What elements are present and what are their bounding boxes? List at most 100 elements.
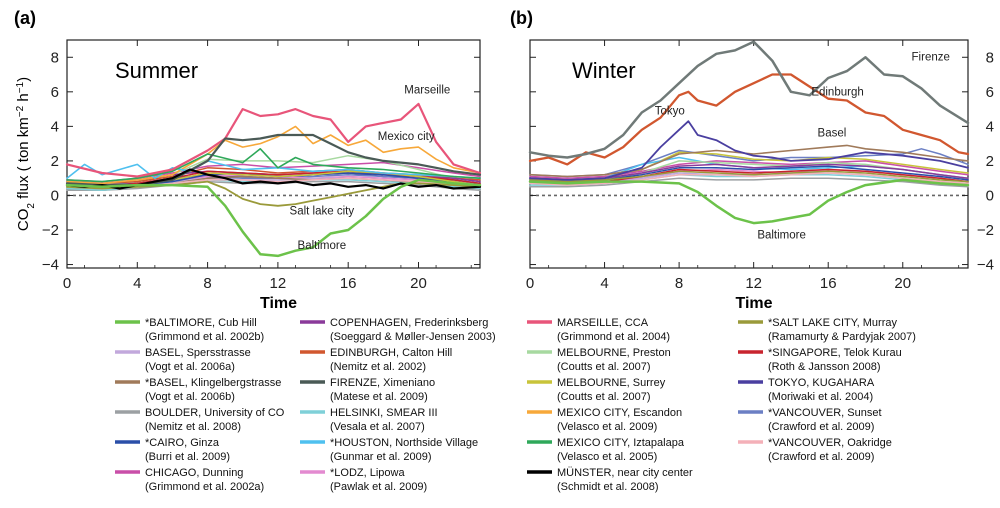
legend-item-boulder-university-of-co: BOULDER, University of CO (Nemitz et al. … bbox=[115, 407, 285, 433]
legend-ref: (Nemitz et al. 2008) bbox=[145, 421, 241, 433]
legend-ref: (Vesala et al. 2007) bbox=[330, 421, 425, 433]
y-tick-label: 2 bbox=[986, 153, 994, 170]
y-tick-label: 8 bbox=[51, 49, 59, 66]
x-tick-label: 12 bbox=[270, 275, 287, 292]
x-tick-label: 0 bbox=[526, 275, 534, 292]
x-tick-label: 0 bbox=[63, 275, 71, 292]
legend-ref: (Schmidt et al. 2008) bbox=[557, 481, 659, 493]
legend-name: *VANCOUVER, Sunset bbox=[768, 407, 882, 419]
legend-item-salt-lake-city-murray: *SALT LAKE CITY, Murray (Ramamurty & Pard… bbox=[738, 317, 916, 343]
legend-item-helsinki-smear-iii: HELSINKI, SMEAR III (Vesala et al. 2007) bbox=[300, 407, 438, 433]
y-tick-label: 0 bbox=[51, 187, 59, 204]
legend-name: HELSINKI, SMEAR III bbox=[330, 407, 438, 419]
legend-item-baltimore-cub-hill: *BALTIMORE, Cub Hill (Grimmond et al. 200… bbox=[115, 317, 264, 343]
panel-a-summer: 0 4 8 12 16 20 −4 −2 0 2 4 6 8 Marseille Mexico city Sa… bbox=[14, 8, 482, 312]
x-axis-title: Time bbox=[260, 295, 297, 312]
y-tick-label: 0 bbox=[986, 187, 994, 204]
legend-ref: (Burri et al. 2009) bbox=[145, 451, 230, 463]
legend-item-copenhagen-frederinksberg: COPENHAGEN, Frederinksberg (Soeggard & Mø… bbox=[300, 317, 496, 343]
x-tick-label: 4 bbox=[133, 275, 141, 292]
legend-ref: (Roth & Jansson 2008) bbox=[768, 361, 881, 373]
y-axis-title: CO2 flux ( ton km−2 h−1) bbox=[15, 77, 37, 231]
legend-item-m-nster-near-city-center: MÜNSTER, near city center (Schmidt et al.… bbox=[527, 467, 693, 493]
x-tick-label: 12 bbox=[745, 275, 762, 292]
legend-name: *HOUSTON, Northside Village bbox=[330, 437, 478, 449]
legend: *BALTIMORE, Cub Hill (Grimmond et al. 200… bbox=[115, 317, 916, 493]
series-line-vancouver-sunset bbox=[529, 148, 969, 178]
panel-label: (b) bbox=[510, 8, 533, 28]
series-line-chicago-dunning bbox=[529, 160, 969, 179]
legend-item-mexico-city-escandon: MEXICO CITY, Escandon (Velasco et al. 200… bbox=[527, 407, 682, 433]
y-tick-label: 8 bbox=[986, 49, 994, 66]
legend-ref: (Moriwaki et al. 2004) bbox=[768, 391, 873, 403]
legend-name: TOKYO, KUGAHARA bbox=[768, 377, 875, 389]
legend-ref: (Grimmond et al. 2002b) bbox=[145, 331, 264, 343]
series-line-tokyo-kugahara bbox=[529, 120, 969, 181]
legend-item-basel-klingelbergstrasse: *BASEL, Klingelbergstrasse (Vogt et al. 2… bbox=[115, 377, 281, 403]
panel-label: (a) bbox=[14, 8, 36, 28]
city-annotation: Firenze bbox=[912, 52, 950, 64]
legend-name: FIRENZE, Ximeniano bbox=[330, 377, 435, 389]
x-tick-label: 20 bbox=[410, 275, 427, 292]
legend-ref: (Coutts et al. 2007) bbox=[557, 361, 651, 373]
legend-name: *BALTIMORE, Cub Hill bbox=[145, 317, 257, 329]
city-annotation: Basel bbox=[818, 128, 847, 140]
legend-item-mexico-city-iztapalapa: MEXICO CITY, Iztapalapa (Velasco et al. 2… bbox=[527, 437, 685, 463]
legend-ref: (Matese et al. 2009) bbox=[330, 391, 428, 403]
legend-ref: (Pawlak et al. 2009) bbox=[330, 481, 427, 493]
legend-name: *SINGAPORE, Telok Kurau bbox=[768, 347, 902, 359]
legend-ref: (Crawford et al. 2009) bbox=[768, 451, 874, 463]
y-tick-label: 6 bbox=[51, 84, 59, 101]
series-line-firenze-ximeniano bbox=[65, 133, 482, 187]
series-line-firenze-ximeniano bbox=[528, 40, 970, 159]
legend-item-cairo-ginza: *CAIRO, Ginza (Burri et al. 2009) bbox=[115, 437, 230, 463]
series-line-baltimore-cub-hill bbox=[65, 178, 482, 258]
series-line-boulder-university-of-co bbox=[529, 177, 969, 188]
legend-ref: (Nemitz et al. 2002) bbox=[330, 361, 426, 373]
city-annotation: Salt lake city bbox=[290, 205, 355, 217]
y-tick-label: 4 bbox=[51, 118, 59, 135]
legend-name: BOULDER, University of CO bbox=[145, 407, 285, 419]
series-line-vancouver-oakridge bbox=[529, 172, 969, 186]
legend-item-firenze-ximeniano: FIRENZE, Ximeniano (Matese et al. 2009) bbox=[300, 377, 435, 403]
x-tick-label: 8 bbox=[675, 275, 683, 292]
x-axis-title: Time bbox=[735, 295, 772, 312]
legend-item-marseille-cca: MARSEILLE, CCA (Grimmond et al. 2004) bbox=[527, 317, 670, 343]
legend-name: COPENHAGEN, Frederinksberg bbox=[330, 317, 488, 329]
legend-ref: (Coutts et al. 2007) bbox=[557, 391, 651, 403]
season-title: Winter bbox=[572, 58, 636, 83]
y-tick-label: −2 bbox=[42, 222, 59, 239]
x-tick-label: 16 bbox=[340, 275, 357, 292]
legend-item-houston-northside-village: *HOUSTON, Northside Village (Gunmar et al… bbox=[300, 437, 478, 463]
y-tick-label: −4 bbox=[42, 257, 59, 274]
series-line-marseille-cca bbox=[65, 102, 482, 178]
city-annotation: Edinburgh bbox=[811, 86, 863, 98]
panel-b-winter: 0 4 8 12 16 20 −4 −2 0 2 4 6 8 Firenze Edinburgh Tokyo B… bbox=[510, 8, 994, 312]
y-tick-label: −4 bbox=[977, 257, 994, 274]
legend-item-chicago-dunning: CHICAGO, Dunning (Grimmond et al. 2002a) bbox=[115, 467, 264, 493]
legend-ref: (Grimmond et al. 2004) bbox=[557, 331, 670, 343]
city-annotation: Mexico city bbox=[378, 131, 435, 143]
plot-frame bbox=[66, 39, 481, 269]
legend-item-singapore-telok-kurau: *SINGAPORE, Telok Kurau (Roth & Jansson 2… bbox=[738, 347, 902, 373]
y-tick-label: −2 bbox=[977, 222, 994, 239]
city-annotation: Tokyo bbox=[655, 105, 685, 117]
legend-name: BASEL, Spersstrasse bbox=[145, 347, 251, 359]
legend-ref: (Grimmond et al. 2002a) bbox=[145, 481, 264, 493]
legend-name: MELBOURNE, Preston bbox=[557, 347, 671, 359]
series-line-salt-lake-city-murray bbox=[529, 170, 969, 183]
legend-ref: (Velasco et al. 2005) bbox=[557, 451, 657, 463]
legend-ref: (Crawford et al. 2009) bbox=[768, 421, 874, 433]
legend-name: MARSEILLE, CCA bbox=[557, 317, 649, 329]
series-line-edinburgh-calton-hill bbox=[528, 73, 970, 166]
legend-ref: (Soeggard & Møller-Jensen 2003) bbox=[330, 331, 496, 343]
city-annotation: Baltimore bbox=[298, 240, 347, 252]
legend-name: *SALT LAKE CITY, Murray bbox=[768, 317, 897, 329]
x-tick-label: 8 bbox=[203, 275, 211, 292]
legend-name: *CAIRO, Ginza bbox=[145, 437, 220, 449]
y-tick-label: 4 bbox=[986, 118, 994, 135]
legend-ref: (Ramamurty & Pardyjak 2007) bbox=[768, 331, 916, 343]
legend-ref: (Gunmar et al. 2009) bbox=[330, 451, 432, 463]
legend-ref: (Vogt et al. 2006a) bbox=[145, 361, 235, 373]
legend-name: MÜNSTER, near city center bbox=[557, 467, 693, 479]
